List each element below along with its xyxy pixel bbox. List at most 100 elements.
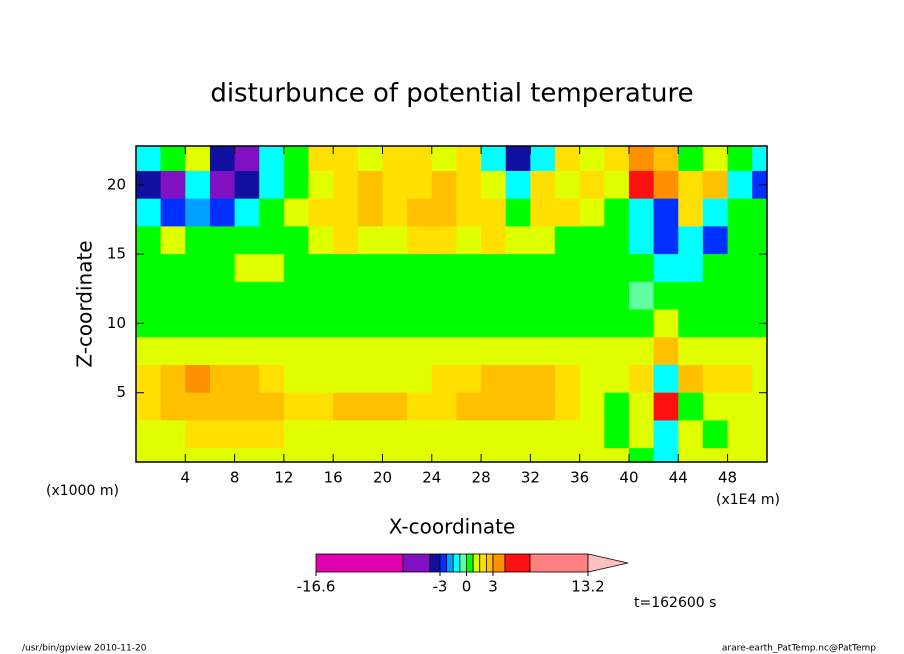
field-cell bbox=[702, 226, 729, 255]
field-cell bbox=[555, 364, 581, 394]
field-cell bbox=[431, 198, 457, 227]
field-cell bbox=[505, 448, 531, 463]
field-cell bbox=[333, 448, 359, 463]
field-cell bbox=[579, 226, 605, 255]
field-cell bbox=[456, 281, 482, 311]
field-cell bbox=[481, 448, 507, 463]
field-cell bbox=[136, 337, 162, 366]
field-cell bbox=[481, 337, 507, 366]
field-cell bbox=[555, 226, 581, 255]
field-cell bbox=[234, 364, 260, 394]
field-cell bbox=[604, 364, 630, 394]
field-cell bbox=[259, 170, 285, 200]
field-cell bbox=[727, 364, 753, 394]
field-cell bbox=[136, 420, 162, 449]
field-cell bbox=[456, 226, 482, 255]
x-axis-label: X-coordinate bbox=[389, 515, 516, 539]
field-cell bbox=[555, 198, 581, 227]
field-cell bbox=[505, 309, 531, 338]
field-cell bbox=[481, 198, 507, 227]
field-cell bbox=[702, 254, 729, 283]
field-cell bbox=[308, 364, 334, 394]
field-cell bbox=[456, 254, 482, 283]
field-cell bbox=[357, 364, 383, 394]
x-tick-label: 48 bbox=[718, 469, 737, 487]
field-cell bbox=[604, 146, 630, 172]
field-cell bbox=[259, 392, 285, 421]
field-cell bbox=[653, 364, 679, 394]
field-cell bbox=[234, 420, 260, 449]
field-cell bbox=[727, 146, 753, 172]
field-cell bbox=[333, 281, 359, 311]
field-cell bbox=[283, 281, 310, 311]
field-cell bbox=[752, 254, 768, 283]
field-cell bbox=[283, 254, 310, 283]
field-cell bbox=[283, 226, 310, 255]
field-cell bbox=[505, 198, 531, 227]
field-cell bbox=[431, 146, 457, 172]
y-tick-label: 10 bbox=[107, 314, 126, 332]
field-cell bbox=[555, 281, 581, 311]
field-cell bbox=[678, 226, 704, 255]
field-cell bbox=[579, 254, 605, 283]
colorbar-segment bbox=[472, 553, 481, 573]
field-cell bbox=[653, 309, 679, 338]
field-cell bbox=[727, 170, 753, 200]
field-cell bbox=[727, 309, 753, 338]
field-cell bbox=[209, 420, 236, 449]
colorbar-extension bbox=[587, 553, 629, 573]
field-cell bbox=[628, 198, 655, 227]
field-cell bbox=[160, 170, 186, 200]
field-cell bbox=[604, 337, 630, 366]
field-cell bbox=[628, 420, 655, 449]
field-cell bbox=[727, 337, 753, 366]
field-cell bbox=[505, 420, 531, 449]
field-cell bbox=[555, 420, 581, 449]
field-cell bbox=[628, 146, 655, 172]
field-cell bbox=[259, 448, 285, 463]
field-cell bbox=[407, 364, 433, 394]
field-cell bbox=[333, 198, 359, 227]
field-cell bbox=[505, 226, 531, 255]
field-cell bbox=[283, 198, 310, 227]
field-cell bbox=[579, 309, 605, 338]
footer-left: /usr/bin/gpview 2010-11-20 bbox=[22, 644, 147, 654]
field-cell bbox=[209, 170, 236, 200]
field-cell bbox=[628, 448, 655, 463]
field-cell bbox=[727, 198, 753, 227]
field-cell bbox=[308, 198, 334, 227]
field-cell bbox=[628, 281, 655, 311]
field-cell bbox=[185, 364, 211, 394]
x-tick-label: 28 bbox=[472, 469, 491, 487]
field-cell bbox=[481, 392, 507, 421]
field-cell bbox=[185, 198, 211, 227]
field-cell bbox=[727, 392, 753, 421]
colorbar-segment bbox=[402, 553, 431, 573]
field-cell bbox=[357, 198, 383, 227]
colorbar-tick-label: 13.2 bbox=[571, 578, 604, 596]
field-cell bbox=[702, 198, 729, 227]
field-cell bbox=[333, 254, 359, 283]
field-cell bbox=[160, 198, 186, 227]
field-cell bbox=[431, 364, 457, 394]
y-tick-label: 20 bbox=[107, 175, 126, 193]
field-cell bbox=[185, 281, 211, 311]
colorbar-segment bbox=[429, 553, 441, 573]
x-tick-label: 4 bbox=[181, 469, 191, 487]
field-cell bbox=[678, 420, 704, 449]
field-cell bbox=[209, 364, 236, 394]
field-cell bbox=[234, 226, 260, 255]
field-cell bbox=[579, 420, 605, 449]
x-unit-right: (x1E4 m) bbox=[716, 492, 780, 508]
field-cell bbox=[357, 281, 383, 311]
x-tick-label: 24 bbox=[422, 469, 441, 487]
field-cell bbox=[136, 226, 162, 255]
field-cell bbox=[678, 198, 704, 227]
colorbar-segment bbox=[529, 553, 589, 573]
field-cell bbox=[555, 309, 581, 338]
field-cell bbox=[234, 170, 260, 200]
field-cell bbox=[481, 146, 507, 172]
field-cell bbox=[283, 392, 310, 421]
field-cell bbox=[308, 226, 334, 255]
